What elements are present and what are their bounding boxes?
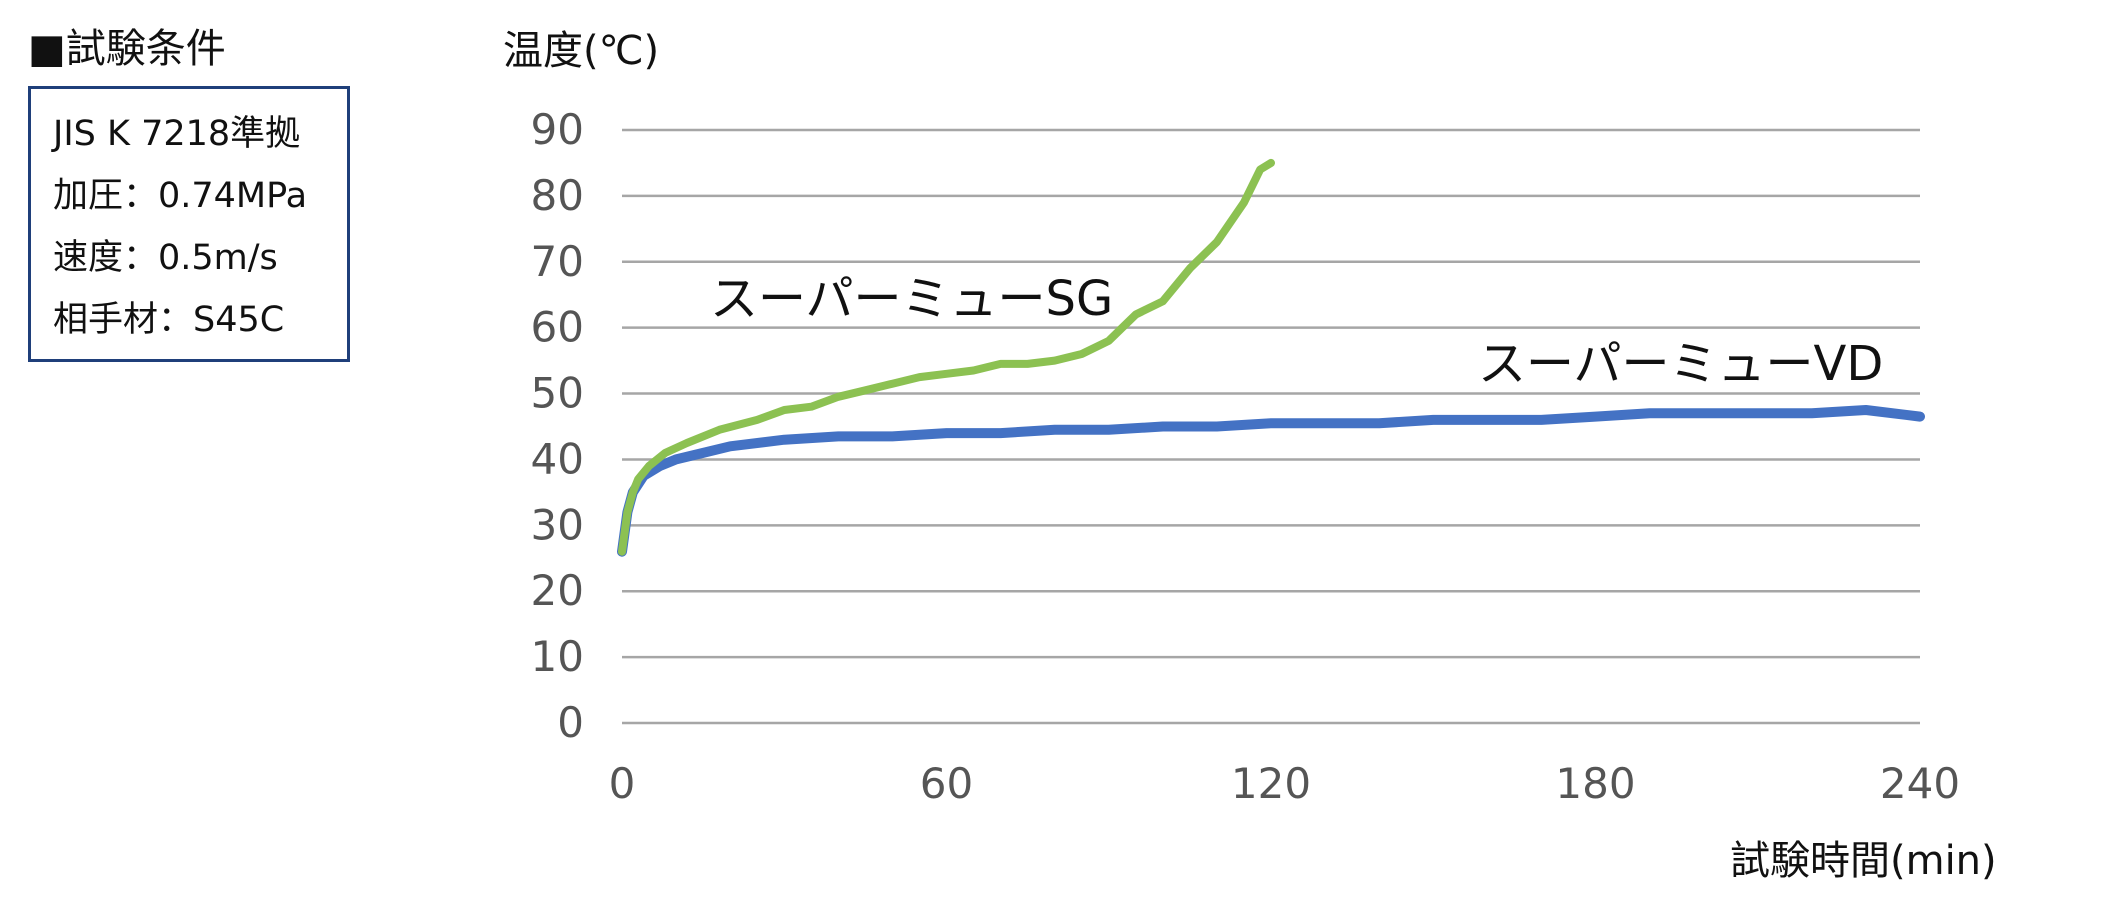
y-tick-label: 30 — [531, 500, 584, 549]
y-tick-label: 10 — [531, 632, 584, 681]
condition-speed: 速度：0.5m/s — [53, 238, 278, 278]
x-tick-label: 180 — [1555, 759, 1635, 808]
series-line-sg — [618, 158, 1275, 556]
y-tick-label: 60 — [531, 303, 584, 352]
y-tick-label: 70 — [531, 237, 584, 286]
x-tick-label: 0 — [609, 759, 636, 808]
condition-pressure: 加圧：0.74MPa — [53, 176, 308, 216]
y-tick-label: 40 — [531, 434, 584, 483]
y-tick-label: 50 — [531, 369, 584, 418]
y-tick-label: 90 — [531, 105, 584, 154]
series-label-vd: スーパーミューVD — [1478, 336, 1883, 392]
series-line-vd — [617, 405, 1925, 557]
y-tick-label: 0 — [557, 698, 584, 747]
conditions-title: ■試験条件 — [28, 26, 226, 72]
y-tick-label: 80 — [531, 171, 584, 220]
conditions-box: JIS K 7218準拠 加圧：0.74MPa 速度：0.5m/s 相手材：S4… — [28, 86, 350, 362]
series-label-sg: スーパーミューSG — [710, 271, 1113, 327]
x-tick-label: 240 — [1880, 759, 1960, 808]
y-tick-label: 20 — [531, 566, 584, 615]
x-axis-label: 試験時間(min) — [1730, 838, 1997, 884]
x-tick-label: 120 — [1231, 759, 1311, 808]
x-tick-label: 60 — [920, 759, 973, 808]
y-axis-label: 温度(℃) — [503, 28, 660, 74]
condition-counterpart: 相手材：S45C — [53, 300, 285, 340]
condition-standard: JIS K 7218準拠 — [53, 114, 301, 154]
